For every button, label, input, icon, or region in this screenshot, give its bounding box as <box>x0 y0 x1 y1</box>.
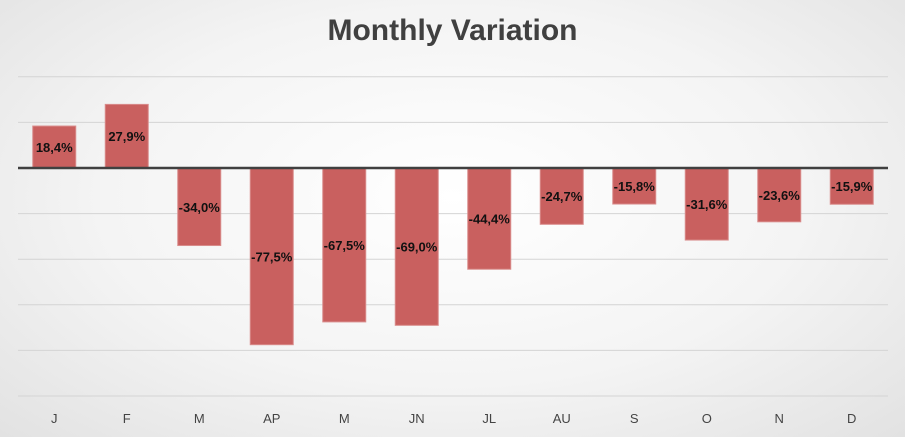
data-label: -69,0% <box>396 240 438 255</box>
data-label: -31,6% <box>686 197 728 212</box>
data-label: -77,5% <box>251 249 293 264</box>
x-tick-label: M <box>194 411 205 426</box>
bar <box>757 167 802 223</box>
data-label: -15,9% <box>831 179 873 194</box>
data-label: 18,4% <box>36 140 73 155</box>
bar <box>612 167 657 205</box>
bar <box>322 167 367 323</box>
data-label: -15,8% <box>614 179 656 194</box>
x-tick-label: J <box>51 411 58 426</box>
x-tick-label: JN <box>409 411 425 426</box>
data-label: -67,5% <box>324 238 366 253</box>
bar <box>249 167 294 346</box>
x-tick-label: M <box>339 411 350 426</box>
data-label: -24,7% <box>541 189 583 204</box>
x-tick-label: AP <box>263 411 280 426</box>
data-label: -34,0% <box>179 200 221 215</box>
x-tick-label: D <box>847 411 856 426</box>
x-tick-label: AU <box>553 411 571 426</box>
bar <box>32 125 77 169</box>
data-label: -44,4% <box>469 212 511 227</box>
bar <box>394 167 439 326</box>
bar <box>177 167 222 247</box>
data-label: -23,6% <box>759 188 801 203</box>
bar <box>539 167 584 225</box>
bar <box>829 167 874 205</box>
data-label: 27,9% <box>108 129 145 144</box>
x-tick-label: S <box>630 411 639 426</box>
x-tick-label: N <box>775 411 784 426</box>
x-tick-label: JL <box>482 411 496 426</box>
chart-title: Monthly Variation <box>327 14 578 47</box>
bar <box>104 103 149 169</box>
x-tick-label: F <box>123 411 131 426</box>
bar <box>684 167 729 241</box>
x-tick-label: O <box>702 411 712 426</box>
bar <box>467 167 512 270</box>
